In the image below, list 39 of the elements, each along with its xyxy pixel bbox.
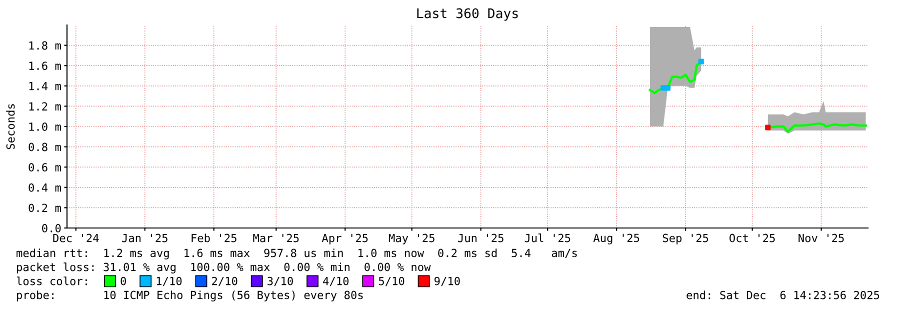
y-tick-label: 0.8 m <box>28 142 61 152</box>
x-tick-label: Apr '25 <box>322 234 368 244</box>
x-tick-label: Aug '25 <box>593 234 640 244</box>
text: median rtt: 1.2 ms avg 1.6 ms max 957.8 us min 1.0 ms now 0.2 ms sd 5.4 am/s <box>16 248 577 260</box>
point <box>664 85 671 91</box>
legend-label: 3/10 <box>268 276 293 286</box>
y-tick-label: 0.0 <box>42 224 61 232</box>
legend-label: 5/10 <box>378 276 404 286</box>
y-tick-label: 0.2 m <box>28 204 61 212</box>
y-tick-label: 1.6 m <box>29 62 61 70</box>
x-tick-label: Feb '25 <box>192 234 236 242</box>
point <box>765 124 771 130</box>
y-tick-label: 1.2 m <box>29 102 61 110</box>
legend-label: 1/10 <box>156 276 182 286</box>
text: end: Sat Dec 6 14:23:56 2025 <box>686 290 880 300</box>
y-axis-title: Seconds <box>6 104 15 150</box>
y-tick-label: 1.8 m <box>29 41 61 50</box>
y-tick-label: 0.6 m <box>28 163 61 172</box>
x-tick-label: May '25 <box>388 234 434 244</box>
legend-label: 2/10 <box>212 276 238 286</box>
y-tick-label: 1.0 m <box>29 122 61 131</box>
legend-label: 9/10 <box>434 276 460 286</box>
x-tick-label: Dec '24 <box>53 234 99 242</box>
x-tick-label: Jul '25 <box>524 234 570 242</box>
y-tick-label: 1.4 m <box>29 82 61 90</box>
x-tick-label: Oct '25 <box>730 234 775 242</box>
legend-label: 4/10 <box>323 276 349 286</box>
x-tick-label: Nov '25 <box>798 234 844 242</box>
x-tick-label: Mar '25 <box>253 234 299 242</box>
text: packet loss: 31.01 % avg 100.00 % max 0.00 % min 0.00 % now <box>17 262 431 274</box>
y-tick-label: 0.4 m <box>28 183 61 192</box>
x-tick-label: Jan '25 <box>122 234 168 242</box>
x-tick-label: Sep '25 <box>662 234 708 244</box>
legend-label: 0 <box>120 276 126 286</box>
point <box>698 58 704 64</box>
chart-title: Last 360 Days <box>417 8 518 21</box>
legend-title: loss color: <box>16 276 87 286</box>
text: probe: 10 ICMP Echo Pings (56 Bytes) every 80s <box>17 290 363 302</box>
x-tick-label: Jun '25 <box>458 234 504 242</box>
